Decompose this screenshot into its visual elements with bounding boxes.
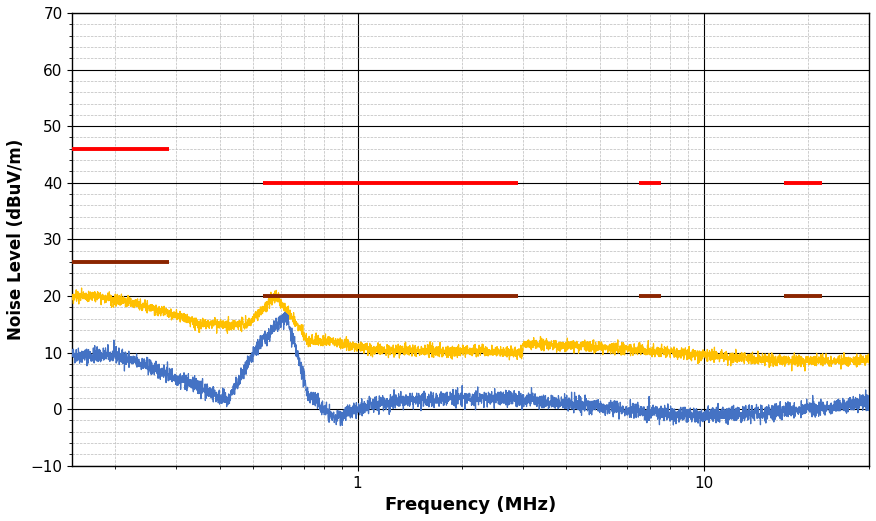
X-axis label: Frequency (MHz): Frequency (MHz) bbox=[385, 496, 556, 514]
Y-axis label: Noise Level (dBuV/m): Noise Level (dBuV/m) bbox=[7, 139, 25, 340]
